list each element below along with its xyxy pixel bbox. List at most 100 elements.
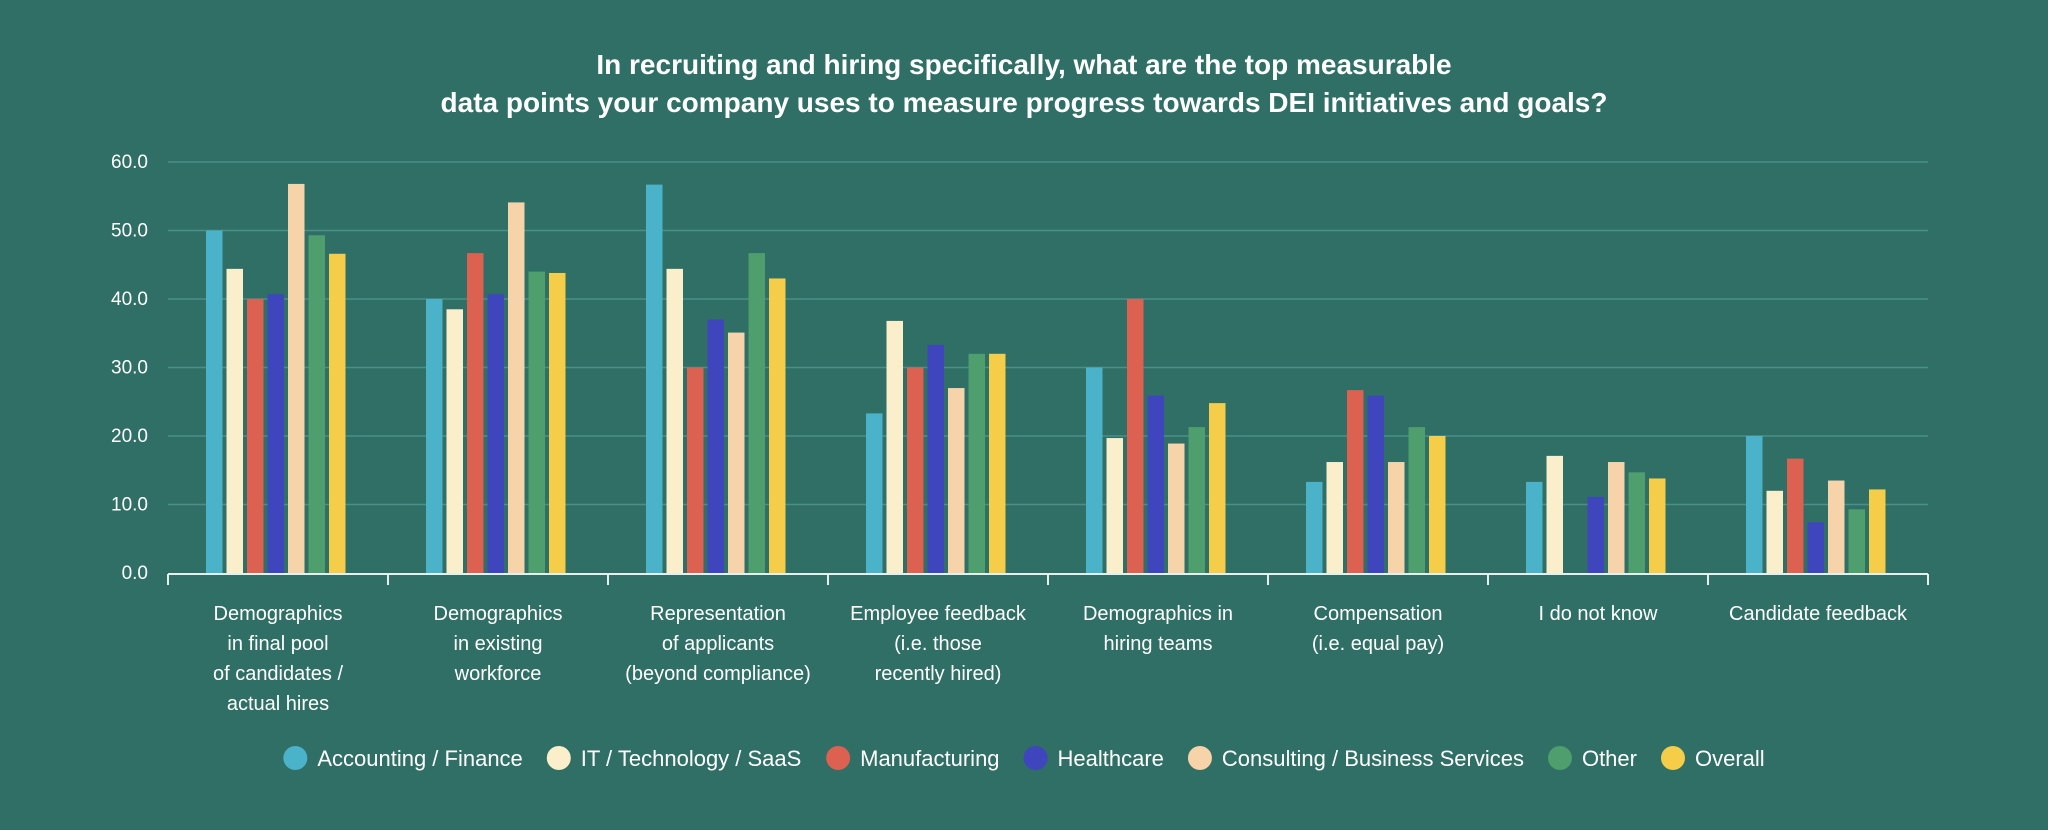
bar — [1086, 367, 1103, 573]
bar — [1746, 436, 1763, 573]
x-tick-label: of applicants — [662, 633, 774, 655]
bar — [1766, 490, 1783, 573]
bar — [1306, 481, 1323, 573]
bar — [927, 344, 944, 573]
bar — [426, 299, 443, 573]
bar — [1526, 481, 1543, 573]
bar — [1326, 462, 1343, 573]
x-tick-label: in final pool — [227, 633, 328, 655]
bar — [1787, 458, 1804, 573]
x-tick-label: (beyond compliance) — [625, 663, 811, 685]
x-tick-label: actual hires — [227, 693, 329, 715]
x-tick-label: Employee feedback — [850, 603, 1027, 625]
bar — [1209, 403, 1226, 573]
bar — [549, 272, 566, 573]
y-tick-label: 30.0 — [111, 358, 148, 379]
bar — [1649, 478, 1666, 573]
x-tick-label: workforce — [454, 663, 542, 685]
bar — [1408, 427, 1425, 573]
x-tick-label: Demographics in — [1083, 603, 1233, 625]
bar — [1429, 436, 1446, 573]
y-tick-label: 0.0 — [122, 563, 148, 584]
bar — [1188, 427, 1205, 573]
x-tick-label: recently hired) — [875, 663, 1002, 685]
bar — [1347, 390, 1364, 573]
bar — [1367, 395, 1384, 573]
bar — [1388, 462, 1405, 573]
bar — [1848, 509, 1865, 573]
legend-label: Other — [1582, 746, 1637, 771]
legend-label: Accounting / Finance — [317, 746, 522, 771]
bar — [1587, 496, 1604, 573]
bar — [769, 278, 786, 573]
bar — [707, 319, 724, 573]
bar — [1546, 455, 1563, 573]
bar — [948, 388, 965, 573]
bar — [1147, 395, 1164, 573]
y-tick-label: 20.0 — [111, 426, 148, 447]
bar — [1608, 462, 1625, 573]
x-tick-label: Demographics — [214, 603, 343, 625]
y-tick-label: 40.0 — [111, 289, 148, 310]
x-tick-label: of candidates / — [213, 663, 344, 685]
bar — [206, 230, 223, 573]
bar — [1127, 299, 1144, 573]
bar — [329, 253, 346, 574]
bar — [308, 235, 325, 574]
bar — [1106, 438, 1123, 573]
y-tick-label: 60.0 — [111, 152, 148, 173]
x-tick-label: hiring teams — [1104, 633, 1213, 655]
legend-swatch — [546, 746, 571, 770]
chart-title-line1: In recruiting and hiring specifically, w… — [596, 49, 1452, 80]
bar — [467, 253, 484, 574]
x-tick-label: Compensation — [1314, 603, 1443, 625]
bar — [1168, 443, 1185, 573]
bar — [1869, 489, 1886, 573]
chart-title-line2: data points your company uses to measure… — [440, 87, 1608, 118]
bar — [866, 413, 883, 573]
legend-label: Consulting / Business Services — [1222, 746, 1524, 771]
legend-swatch — [1660, 746, 1685, 770]
bar — [508, 202, 525, 574]
x-tick-label: Demographics — [434, 603, 563, 625]
bar — [886, 320, 903, 573]
legend-label: Overall — [1695, 746, 1765, 771]
x-tick-label: (i.e. those — [894, 633, 982, 655]
bar — [687, 367, 704, 573]
legend-swatch — [283, 746, 308, 770]
x-tick-label: Representation — [650, 603, 786, 625]
bar — [666, 268, 683, 573]
legend-swatch — [1547, 746, 1572, 770]
legend-swatch — [826, 746, 851, 770]
x-tick-label: Candidate feedback — [1729, 603, 1908, 625]
legend-label: IT / Technology / SaaS — [581, 746, 802, 771]
bar — [267, 294, 284, 573]
bar — [907, 367, 924, 573]
legend-label: Manufacturing — [860, 746, 999, 771]
legend-swatch — [1023, 746, 1048, 770]
bar — [1807, 522, 1824, 573]
bar — [446, 309, 463, 573]
y-tick-label: 50.0 — [111, 221, 148, 242]
legend-label: Healthcare — [1058, 746, 1164, 771]
bar — [487, 294, 504, 573]
bar — [989, 353, 1006, 573]
bar — [247, 299, 264, 573]
bar — [528, 271, 545, 573]
legend-swatch — [1187, 746, 1212, 770]
chart-title: In recruiting and hiring specifically, w… — [0, 46, 2048, 122]
x-tick-label: I do not know — [1539, 603, 1659, 625]
bar — [728, 332, 745, 573]
x-tick-label: (i.e. equal pay) — [1312, 633, 1444, 655]
bar — [226, 268, 243, 573]
bar — [1628, 472, 1645, 573]
x-tick-label: in existing — [454, 633, 543, 655]
y-tick-label: 10.0 — [111, 495, 148, 516]
bar — [968, 353, 985, 573]
bar — [288, 183, 305, 574]
bar — [748, 253, 765, 574]
bar — [646, 184, 663, 574]
bar — [1828, 480, 1845, 573]
